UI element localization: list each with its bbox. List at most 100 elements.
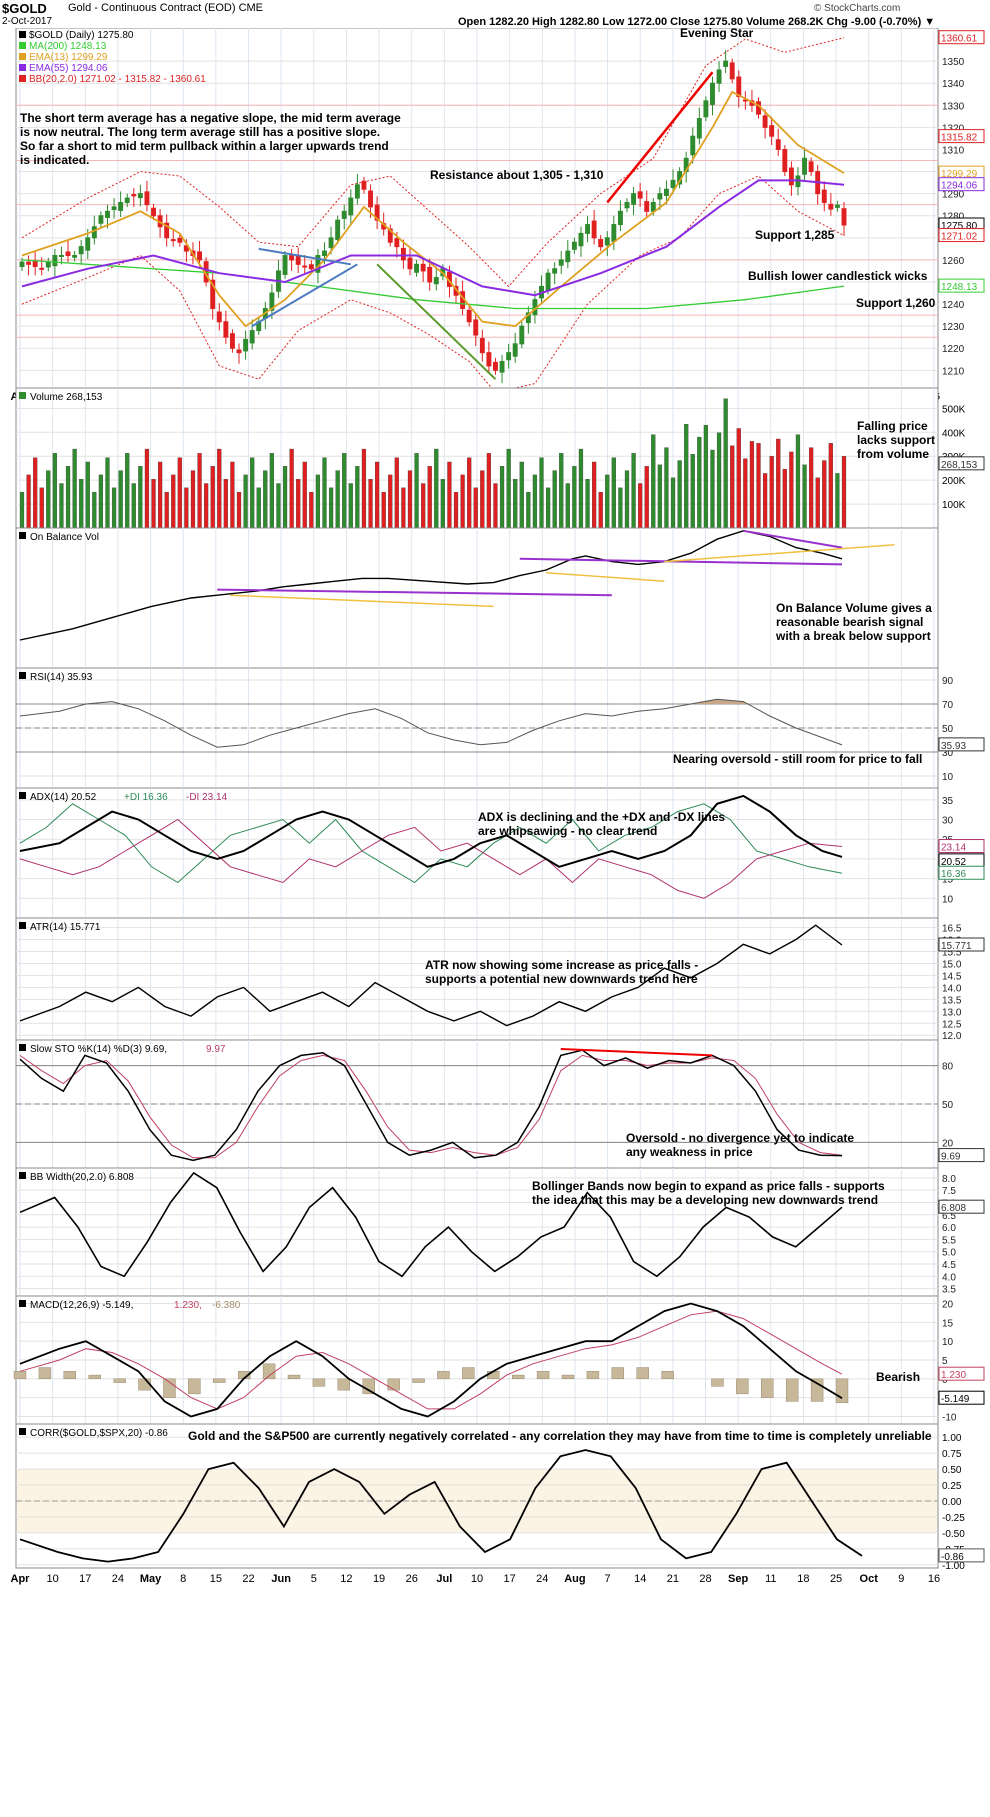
bbw-bbw-line (19, 1171, 843, 1278)
y-tick-label: 50 (942, 724, 954, 735)
last-value-label: 23.14 (941, 843, 966, 854)
volume-bar (565, 483, 570, 529)
x-tick-label: 21 (667, 1573, 679, 1585)
candle-body (302, 265, 308, 268)
last-value-box (938, 1390, 985, 1405)
last-value-box (938, 937, 985, 952)
y-tick-label: 12.0 (942, 1031, 962, 1042)
rsi-note: Nearing oversold - still room for price … (673, 752, 922, 766)
obv-legend: On Balance Vol (30, 532, 99, 543)
bb-upper-line (21, 37, 845, 288)
x-tick-label: 24 (536, 1573, 548, 1585)
atr-panel-gridlines (19, 918, 935, 1040)
obv-resistance-line (743, 529, 843, 549)
volume-bar (657, 464, 662, 529)
y-tick-label: -0.50 (942, 1529, 965, 1540)
macd-hist-bar (213, 1378, 226, 1383)
candle-body (394, 238, 400, 248)
x-tick-label: 24 (112, 1573, 124, 1585)
candle-body (808, 161, 814, 173)
last-value-label: 1.230 (941, 1370, 966, 1381)
candle-body (105, 210, 110, 218)
candle-body (387, 228, 393, 243)
x-tick-label: 22 (242, 1573, 254, 1585)
volume-bar (559, 453, 564, 529)
volume-bar (322, 457, 327, 529)
volume-bar (532, 474, 538, 529)
y-tick-label: 15.0 (942, 959, 962, 970)
bbw-panel-gridlines (19, 1168, 935, 1296)
candle-body (841, 208, 847, 226)
macd-hist-bar (287, 1374, 301, 1380)
y-tick-label: 35 (942, 796, 954, 807)
sto-last-value: 9.69 (938, 1148, 985, 1163)
candle-body (611, 224, 617, 242)
volume-bar (684, 423, 689, 529)
sto-sto-k-line (19, 1049, 843, 1162)
volume-note: Falling price lacks support from volume (857, 419, 935, 461)
price-last-value: 1271.02 (938, 228, 985, 243)
y-tick-label: 14.0 (942, 983, 962, 994)
candle-body (821, 189, 827, 203)
volume-bar (302, 461, 307, 529)
volume-bar (131, 483, 136, 529)
y-tick-label: 20 (942, 1138, 954, 1149)
candle-body (637, 191, 643, 199)
x-tick-label: Aug (564, 1573, 585, 1585)
y-tick-label: 0.00 (942, 1497, 962, 1508)
candle-body (506, 352, 512, 361)
x-tick-label: Oct (860, 1573, 879, 1585)
copyright: © StockCharts.com (814, 3, 901, 14)
y-tick-label: 50 (942, 1100, 954, 1111)
x-tick-label: 28 (699, 1573, 711, 1585)
candle-body (433, 277, 439, 285)
y-tick-label: 1280 (942, 212, 965, 223)
volume-bar (703, 424, 709, 529)
annotation-slope-note: The short term average has a negative sl… (20, 111, 401, 167)
candle-body (703, 100, 709, 118)
candle-body (782, 148, 788, 173)
volume-bar (611, 457, 616, 529)
volume-bar (388, 474, 393, 529)
volume-bar (223, 479, 228, 529)
volume-bar (250, 457, 255, 529)
candle-body (552, 268, 558, 274)
candle-body (407, 257, 413, 270)
last-value-label: -0.86 (941, 1552, 964, 1563)
x-tick-label: Jun (271, 1573, 291, 1585)
macd-hist-bar (561, 1374, 575, 1380)
volume-bar (440, 479, 445, 529)
candle-body (545, 272, 551, 291)
volume-bar (789, 451, 794, 529)
volume-bar (210, 466, 215, 529)
legend-swatch (19, 922, 26, 929)
last-value-box (938, 30, 985, 45)
last-value-label: 9.69 (941, 1152, 961, 1163)
macd-hist-bar (437, 1371, 450, 1380)
volume-bar (526, 491, 531, 529)
volume-bar (453, 491, 459, 529)
volume-bar (434, 448, 439, 529)
volume-bar (730, 445, 735, 529)
candle-body (341, 210, 347, 219)
y-tick-label: 12.5 (942, 1019, 962, 1030)
volume-bar (144, 448, 150, 529)
x-tick-label: 14 (634, 1573, 646, 1585)
volume-bar (315, 474, 321, 529)
volume-bar (776, 438, 781, 529)
legend-entry: MA(200) 1248.13 (29, 41, 107, 52)
atr-note: ATR now showing some increase as price f… (425, 958, 698, 986)
candle-body (578, 232, 584, 247)
y-tick-label: 90 (942, 676, 954, 687)
x-tick-label: 15 (210, 1573, 222, 1585)
y-tick-label: 1.00 (942, 1433, 962, 1444)
trend-line-green (376, 263, 497, 380)
candle-body (151, 207, 156, 217)
adx-panel-gridlines (19, 788, 935, 918)
volume-bar (782, 468, 787, 529)
adx-adx-line (19, 794, 843, 868)
candle-body (170, 239, 176, 242)
price-last-value: 1294.06 (938, 177, 985, 192)
last-value-label: -5.149 (941, 1394, 970, 1405)
y-tick-label: -10 (942, 1412, 957, 1423)
